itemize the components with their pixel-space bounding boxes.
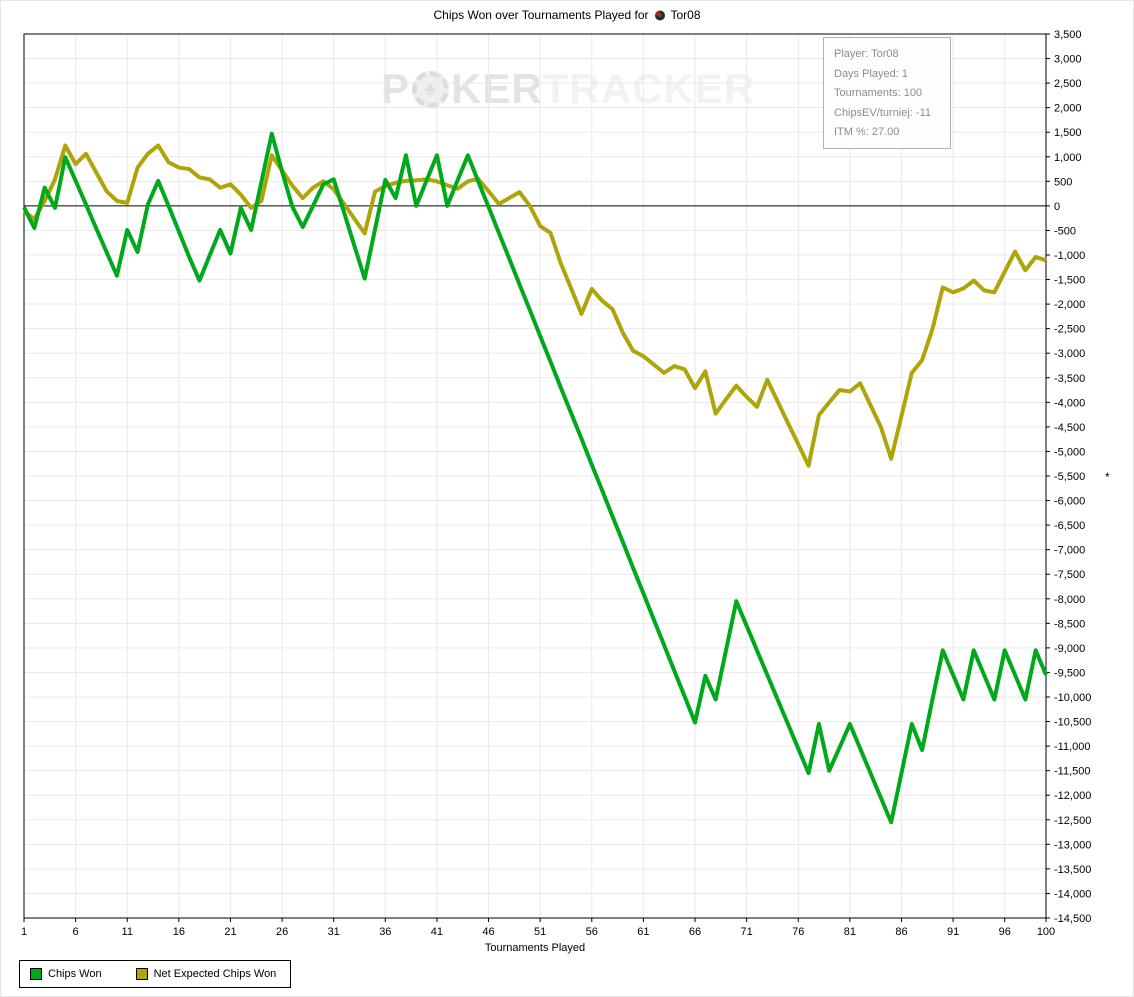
legend-swatch-chips-won xyxy=(30,968,42,980)
chart-title-text: Chips Won over Tournaments Played for xyxy=(433,8,649,22)
series-line-0 xyxy=(22,131,1048,825)
x-tick-label: 71 xyxy=(741,926,753,938)
x-axis-title: Tournaments Played xyxy=(484,942,586,954)
y-tick-label: -1,000 xyxy=(1054,250,1085,262)
x-tick-label: 41 xyxy=(431,926,443,938)
stat-line-player: Player: Tor08 xyxy=(834,48,899,60)
y-tick-label: -2,500 xyxy=(1054,324,1085,336)
y-tick-label: -8,500 xyxy=(1054,618,1085,630)
stat-line-itm: ITM %: 27.00 xyxy=(834,126,900,138)
x-tick-label: 51 xyxy=(534,926,546,938)
y-tick-label: 1,000 xyxy=(1054,152,1082,164)
x-tick-label: 100 xyxy=(1037,926,1055,938)
y-tick-label: 0 xyxy=(1054,201,1060,213)
x-tick-label: 16 xyxy=(173,926,185,938)
x-tick-label: 56 xyxy=(586,926,598,938)
x-tick-label: 46 xyxy=(482,926,494,938)
y-tick-label: -12,000 xyxy=(1054,790,1091,802)
chart-title-player: Tor08 xyxy=(670,8,701,22)
y-tick-label: -3,500 xyxy=(1054,373,1085,385)
y-tick-label: -11,000 xyxy=(1054,741,1091,753)
y-tick-label: -9,000 xyxy=(1054,643,1085,655)
legend-label-net-expected: Net Expected Chips Won xyxy=(153,968,277,980)
x-tick-label: 86 xyxy=(895,926,907,938)
y-tick-label: 500 xyxy=(1054,176,1072,188)
x-tick-label: 96 xyxy=(999,926,1011,938)
series-line-1 xyxy=(22,143,1047,468)
x-tick-label: 91 xyxy=(947,926,959,938)
y-tick-label: 2,000 xyxy=(1054,103,1082,115)
x-tick-label: 61 xyxy=(637,926,649,938)
y-tick-label: -10,000 xyxy=(1054,692,1091,704)
poker-site-icon xyxy=(654,9,666,21)
y-tick-label: -1,500 xyxy=(1054,275,1085,287)
x-tick-label: 36 xyxy=(379,926,391,938)
y-tick-label: -9,500 xyxy=(1054,667,1085,679)
y-tick-label: -7,500 xyxy=(1054,569,1085,581)
x-tick-label: 1 xyxy=(21,926,27,938)
x-tick-label: 31 xyxy=(328,926,340,938)
y-tick-label: -2,000 xyxy=(1054,299,1085,311)
stat-line-days-played: Days Played: 1 xyxy=(834,67,908,80)
y-tick-label: -13,500 xyxy=(1054,864,1091,876)
y-tick-label: -6,000 xyxy=(1054,496,1085,508)
x-tick-label: 76 xyxy=(792,926,804,938)
y-tick-label: 1,500 xyxy=(1054,127,1082,139)
x-tick-label: 81 xyxy=(844,926,856,938)
poker-chip-icon: ♠ xyxy=(412,70,450,108)
y-tick-label: -7,000 xyxy=(1054,545,1085,557)
y-tick-label: -10,500 xyxy=(1054,717,1091,729)
x-tick-label: 26 xyxy=(276,926,288,938)
y-tick-label: -13,000 xyxy=(1054,839,1091,851)
x-tick-label: 66 xyxy=(689,926,701,938)
watermark-text-tracker: TRACKER xyxy=(542,65,756,112)
y-tick-label: -5,000 xyxy=(1054,446,1085,458)
footnote-asterisk: * xyxy=(1105,470,1110,484)
y-tick-label: -5,500 xyxy=(1054,471,1085,483)
y-tick-label: -4,000 xyxy=(1054,397,1085,409)
legend: Chips Won Net Expected Chips Won xyxy=(19,960,291,988)
y-tick-label: -11,500 xyxy=(1054,766,1091,778)
plot-frame xyxy=(23,33,1047,919)
y-tick-label: -3,000 xyxy=(1054,348,1085,360)
y-tick-label: -8,000 xyxy=(1054,594,1085,606)
legend-swatch-net-expected xyxy=(135,968,148,980)
x-tick-label: 6 xyxy=(73,926,79,938)
stat-line-chips-ev: ChipsEV/turniej: -11 xyxy=(834,106,932,119)
y-tick-label: 2,500 xyxy=(1054,78,1082,90)
y-tick-label: -6,500 xyxy=(1054,520,1085,532)
pokertracker-watermark: P ♠ KER TRACKER xyxy=(381,65,755,113)
chart-title: Chips Won over Tournaments Played for Tor… xyxy=(1,8,1133,22)
y-tick-label: -14,000 xyxy=(1054,888,1091,900)
x-tick-label: 11 xyxy=(122,926,133,938)
y-tick-label: 3,000 xyxy=(1054,54,1082,66)
y-tick-label: -4,500 xyxy=(1054,422,1085,434)
y-tick-label: 3,500 xyxy=(1054,29,1082,41)
x-tick-label: 21 xyxy=(224,926,236,938)
y-tick-label: -12,500 xyxy=(1054,815,1091,827)
stats-tooltip: Player: Tor08 Days Played: 1 Tournaments… xyxy=(823,37,951,149)
legend-item-chips-won: Chips Won xyxy=(30,968,102,980)
spade-icon: ♠ xyxy=(424,77,437,100)
legend-item-net-expected: Net Expected Chips Won xyxy=(135,968,277,980)
y-tick-label: -500 xyxy=(1054,225,1076,237)
y-tick-label: -14,500 xyxy=(1054,913,1091,925)
legend-label-chips-won: Chips Won xyxy=(48,968,102,980)
watermark-text-poker-ker: KER xyxy=(451,65,543,112)
stat-line-tournaments: Tournaments: 100 xyxy=(834,87,923,99)
